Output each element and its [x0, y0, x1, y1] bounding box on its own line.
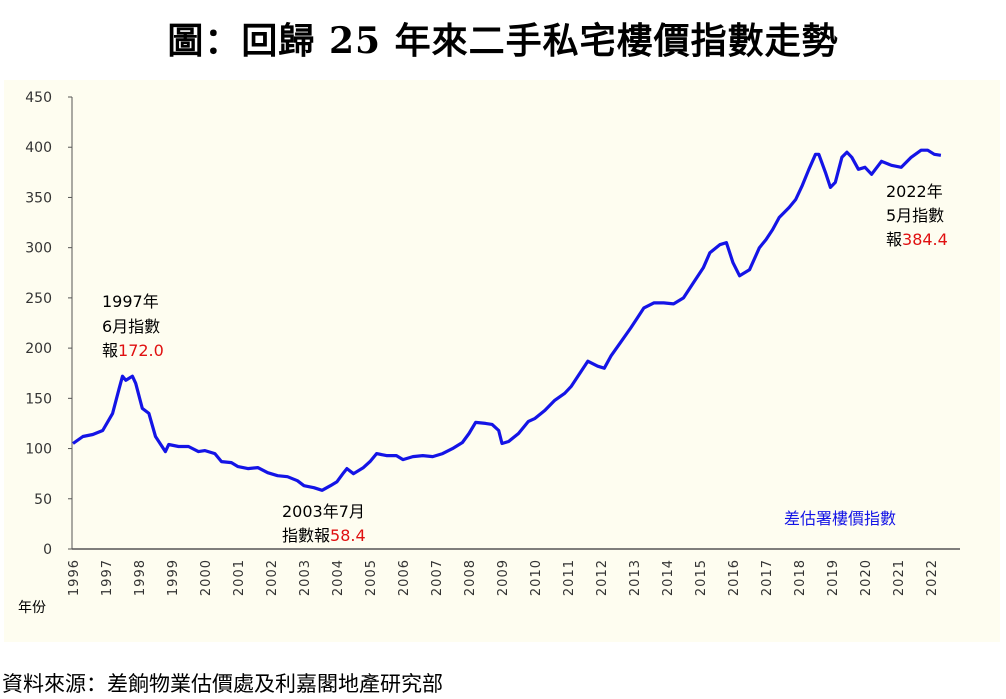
x-tick-label: 1996: [67, 559, 82, 596]
x-tick-label: 2016: [727, 559, 742, 596]
x-tick-label: 2018: [793, 559, 808, 596]
annotation-1997-line1: 1997年: [102, 292, 159, 311]
x-tick-label: 2012: [595, 559, 610, 596]
x-axis-label: 年份: [18, 600, 46, 616]
x-tick-label: 2000: [199, 559, 214, 596]
y-tick-label: 450: [25, 90, 52, 106]
y-tick-label: 0: [43, 542, 52, 558]
annotation-2003-value: 58.4: [330, 526, 366, 545]
annotation-1997-line2: 6月指數: [102, 317, 160, 336]
annotation-1997-value: 172.0: [118, 341, 164, 360]
annotation-2003-prefix: 指數報: [282, 526, 330, 545]
x-tick-label: 2004: [331, 559, 346, 596]
x-tick-label: 2010: [529, 559, 544, 596]
x-tick-label: 2007: [430, 559, 445, 596]
x-tick-label: 2015: [694, 559, 709, 596]
x-tick-label: 2021: [892, 559, 907, 596]
x-tick-label: 2002: [265, 559, 280, 596]
y-tick-label: 100: [25, 442, 52, 458]
y-tick-label: 150: [25, 391, 52, 407]
x-tick-label: 2020: [859, 559, 874, 596]
x-tick-label: 2011: [562, 559, 577, 596]
x-tick-label: 2013: [628, 559, 643, 596]
annotation-2022-prefix: 報: [886, 230, 902, 249]
y-tick-label: 250: [25, 291, 52, 307]
x-tick-label: 1997: [100, 559, 115, 596]
annotation-1997-line3: 報172.0: [102, 341, 164, 360]
x-tick-label: 2006: [397, 559, 412, 596]
annotation-2022-line1: 2022年: [886, 182, 943, 201]
annotation-2022-value: 384.4: [902, 230, 948, 249]
x-tick-label: 1999: [166, 559, 181, 596]
annotation-2003-line2: 指數報58.4: [282, 526, 366, 545]
chart-title: 圖：回歸 25 年來二手私宅樓價指數走勢: [167, 20, 839, 62]
annotation-2022-line2: 5月指數: [886, 206, 944, 225]
annotation-2003-line1: 2003年7月: [282, 502, 365, 521]
x-tick-label: 2019: [826, 559, 841, 596]
x-tick-label: 2022: [925, 559, 940, 596]
x-tick-label: 2014: [661, 559, 676, 596]
annotation-1997-prefix: 報: [102, 341, 118, 360]
x-tick-label: 2005: [364, 559, 379, 596]
y-tick-label: 50: [34, 492, 52, 508]
x-tick-label: 2003: [298, 559, 313, 596]
y-tick-label: 350: [25, 190, 52, 206]
x-tick-label: 2017: [760, 559, 775, 596]
x-tick-label: 2009: [496, 559, 511, 596]
x-tick-label: 2001: [232, 559, 247, 596]
legend-label: 差估署樓價指數: [784, 509, 896, 528]
series-line-price-index: [72, 148, 942, 492]
y-tick-label: 200: [25, 341, 52, 357]
source-note: 資料來源：差餉物業估價處及利嘉閣地產研究部: [2, 672, 443, 696]
x-tick-label: 1998: [133, 559, 148, 596]
annotation-2022-line3: 報384.4: [886, 230, 948, 249]
y-tick-label: 400: [25, 140, 52, 156]
y-tick-label: 300: [25, 241, 52, 257]
x-tick-label: 2008: [463, 559, 478, 596]
